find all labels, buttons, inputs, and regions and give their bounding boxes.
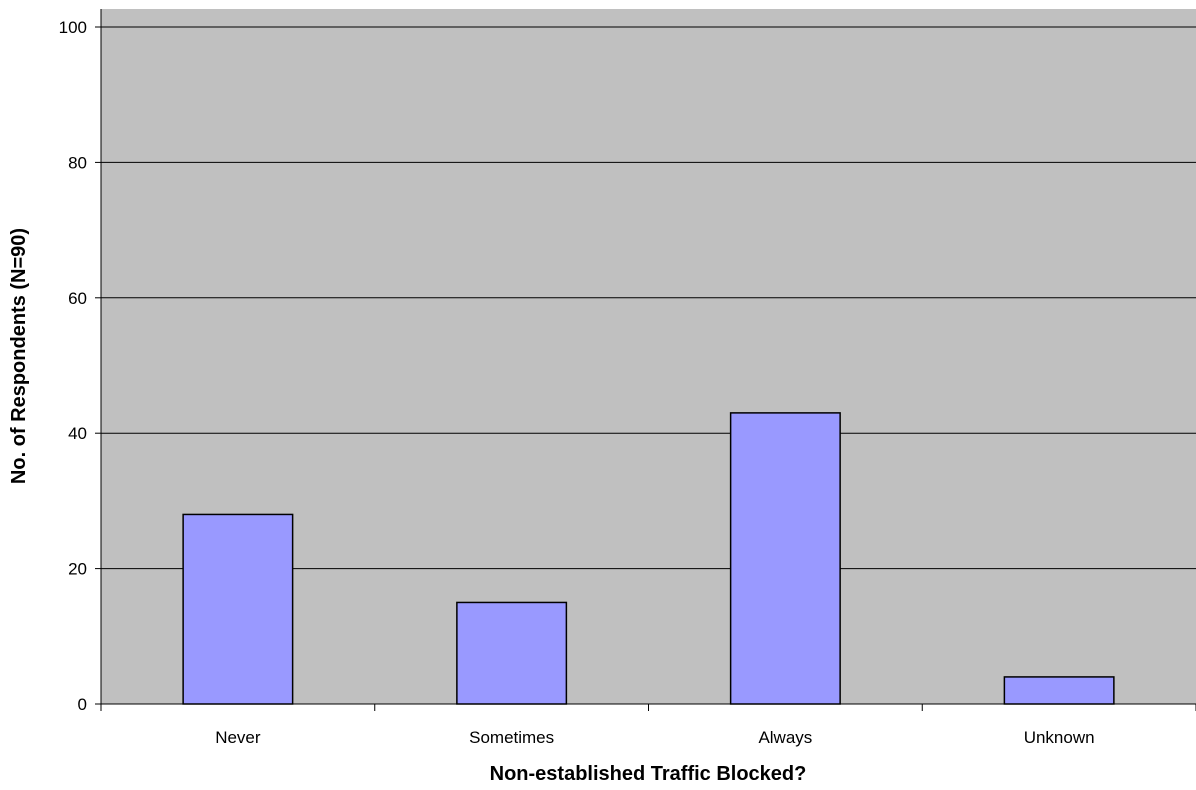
x-axis-title: Non-established Traffic Blocked?	[490, 763, 807, 785]
y-tick-label: 60	[68, 289, 87, 308]
y-tick-label: 40	[68, 424, 87, 443]
y-axis-title: No. of Respondents (N=90)	[8, 228, 30, 484]
y-tick-label: 20	[68, 560, 87, 579]
axes	[95, 9, 1196, 711]
y-tick-label: 80	[68, 153, 87, 172]
y-tick-labels: 0 20 40 60 80 100	[59, 18, 87, 714]
x-tick-label: Always	[758, 728, 812, 747]
x-tick-label: Sometimes	[469, 728, 554, 747]
bars	[182, 412, 1115, 705]
y-tick-label: 100	[59, 18, 87, 37]
x-tick-label: Unknown	[1024, 728, 1095, 747]
bar-never	[182, 513, 294, 705]
bar-sometimes	[456, 601, 568, 705]
x-tick-label: Never	[215, 728, 261, 747]
bar-always	[729, 412, 841, 705]
y-tick-label: 0	[78, 695, 87, 714]
bar-unknown	[1003, 676, 1115, 705]
x-tick-labels: Never Sometimes Always Unknown	[215, 728, 1094, 747]
